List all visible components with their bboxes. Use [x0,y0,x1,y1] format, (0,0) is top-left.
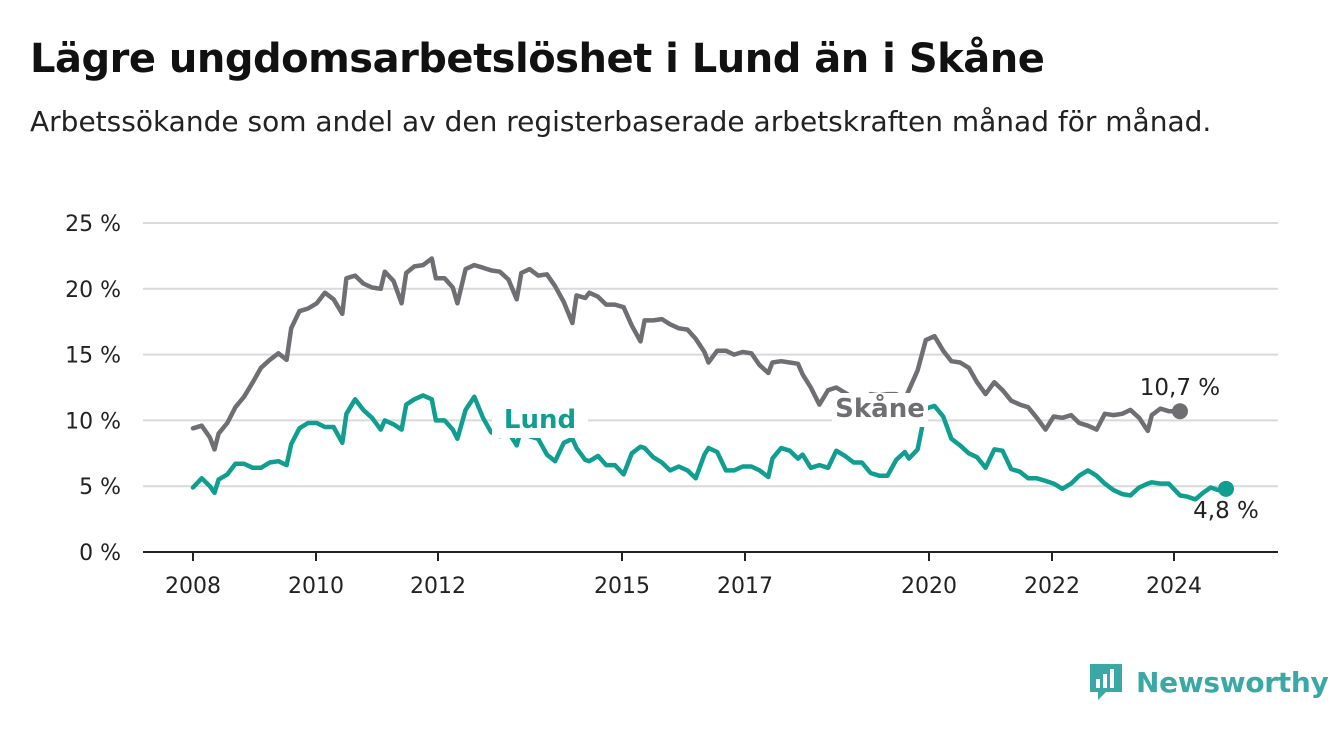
series-label-background [492,404,588,438]
y-tick-label: 0 % [79,541,121,566]
series-lines [190,256,1234,502]
gridlines [143,222,1278,488]
x-tick-label: 2020 [901,574,957,599]
y-tick-label: 25 % [65,212,121,237]
x-axis: 2008 2010 2012 2015 2017 2020 2022 2024 [143,551,1278,599]
series-label-skåne: Skåne [835,392,925,424]
chart-subtitle: Arbetssökande som andel av den registerb… [30,105,1212,138]
x-tick-label: 2008 [165,574,221,599]
x-tick-label: 2015 [594,574,650,599]
series-line-skåne [190,256,1183,452]
y-tick-label: 20 % [65,278,121,303]
y-axis-ticks: 0 % 5 % 10 % 15 % 20 % 25 % [65,212,121,566]
end-value-skåne: 10,7 % [1140,375,1220,401]
end-point-skåne [1171,403,1188,420]
x-tick-label: 2022 [1024,574,1080,599]
newsworthy-brand: Newsworthy [1088,660,1329,704]
end-value-lund: 4,8 % [1193,498,1259,524]
end-point-lund [1218,480,1234,497]
series-labels: 10,7 % Skåne 4,8 % Lund [492,375,1259,524]
series-label-background [832,393,928,427]
x-tick-label: 2012 [410,574,466,599]
y-tick-label: 10 % [65,409,121,434]
series-line-lund [190,393,1229,502]
y-tick-label: 15 % [65,344,121,369]
x-tick-label: 2010 [288,574,344,599]
line-chart: 0 %5 %10 %15 %20 %25 % 2008 2010 2012 2015 2… [65,212,1278,599]
y-tick-label: 5 % [79,475,121,500]
newsworthy-logo-icon [1090,664,1122,700]
x-tick-label: 2017 [717,574,773,599]
brand-name: Newsworthy [1136,665,1329,699]
x-tick-label: 2024 [1146,574,1202,599]
chart-title: Lägre ungdomsarbetslöshet i Lund än i Sk… [30,36,1045,82]
series-label-lund: Lund [504,405,576,435]
